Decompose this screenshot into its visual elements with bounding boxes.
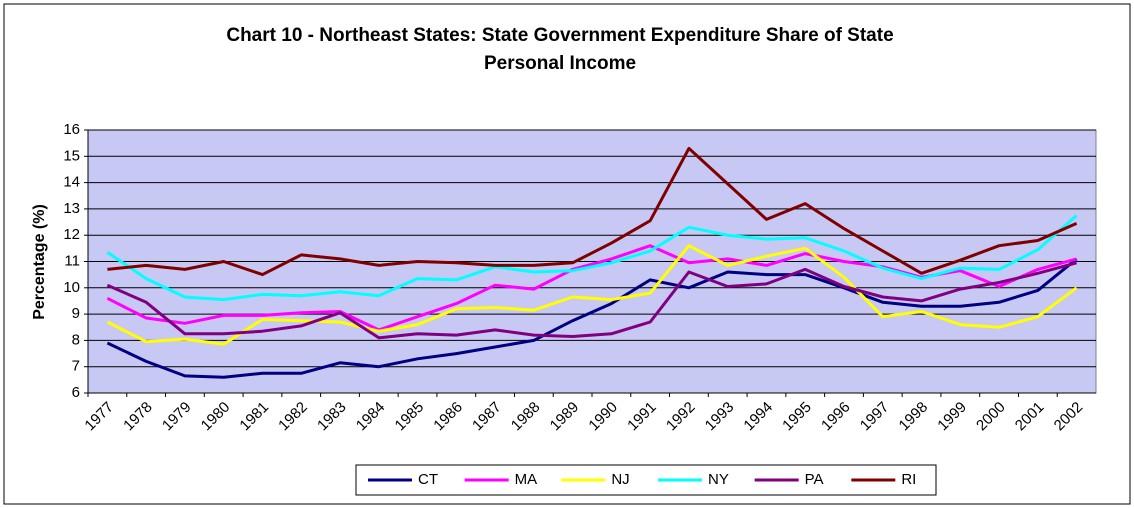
y-tick-label: 12 bbox=[63, 226, 80, 243]
y-tick-label: 10 bbox=[63, 279, 80, 296]
legend-label: CT bbox=[418, 471, 438, 488]
series-line bbox=[106, 214, 1078, 302]
legend-box bbox=[355, 464, 937, 496]
legend-label: NJ bbox=[611, 471, 629, 488]
y-tick-label: 11 bbox=[64, 252, 80, 269]
series-line bbox=[106, 257, 1078, 379]
series-line bbox=[106, 244, 1078, 346]
y-tick-label: 16 bbox=[63, 121, 80, 138]
y-tick-label: 9 bbox=[72, 305, 80, 322]
y-tick-label: 7 bbox=[72, 358, 80, 375]
y-tick-label: 15 bbox=[63, 147, 80, 164]
series-line bbox=[106, 261, 1077, 340]
y-tick-label: 14 bbox=[63, 174, 80, 191]
series-line bbox=[107, 146, 1078, 277]
legend-label: RI bbox=[901, 471, 916, 488]
chart-title: Chart 10 - Northeast States: State Gover… bbox=[226, 25, 894, 74]
y-tick-label: 6 bbox=[72, 384, 80, 401]
y-axis-label: Percentage (%) bbox=[31, 204, 48, 320]
legend-label: MA bbox=[515, 471, 538, 488]
y-tick-label: 8 bbox=[72, 331, 80, 348]
legend-label: NY bbox=[708, 471, 729, 488]
legend-label: PA bbox=[805, 471, 824, 488]
y-tick-label: 13 bbox=[63, 200, 80, 217]
